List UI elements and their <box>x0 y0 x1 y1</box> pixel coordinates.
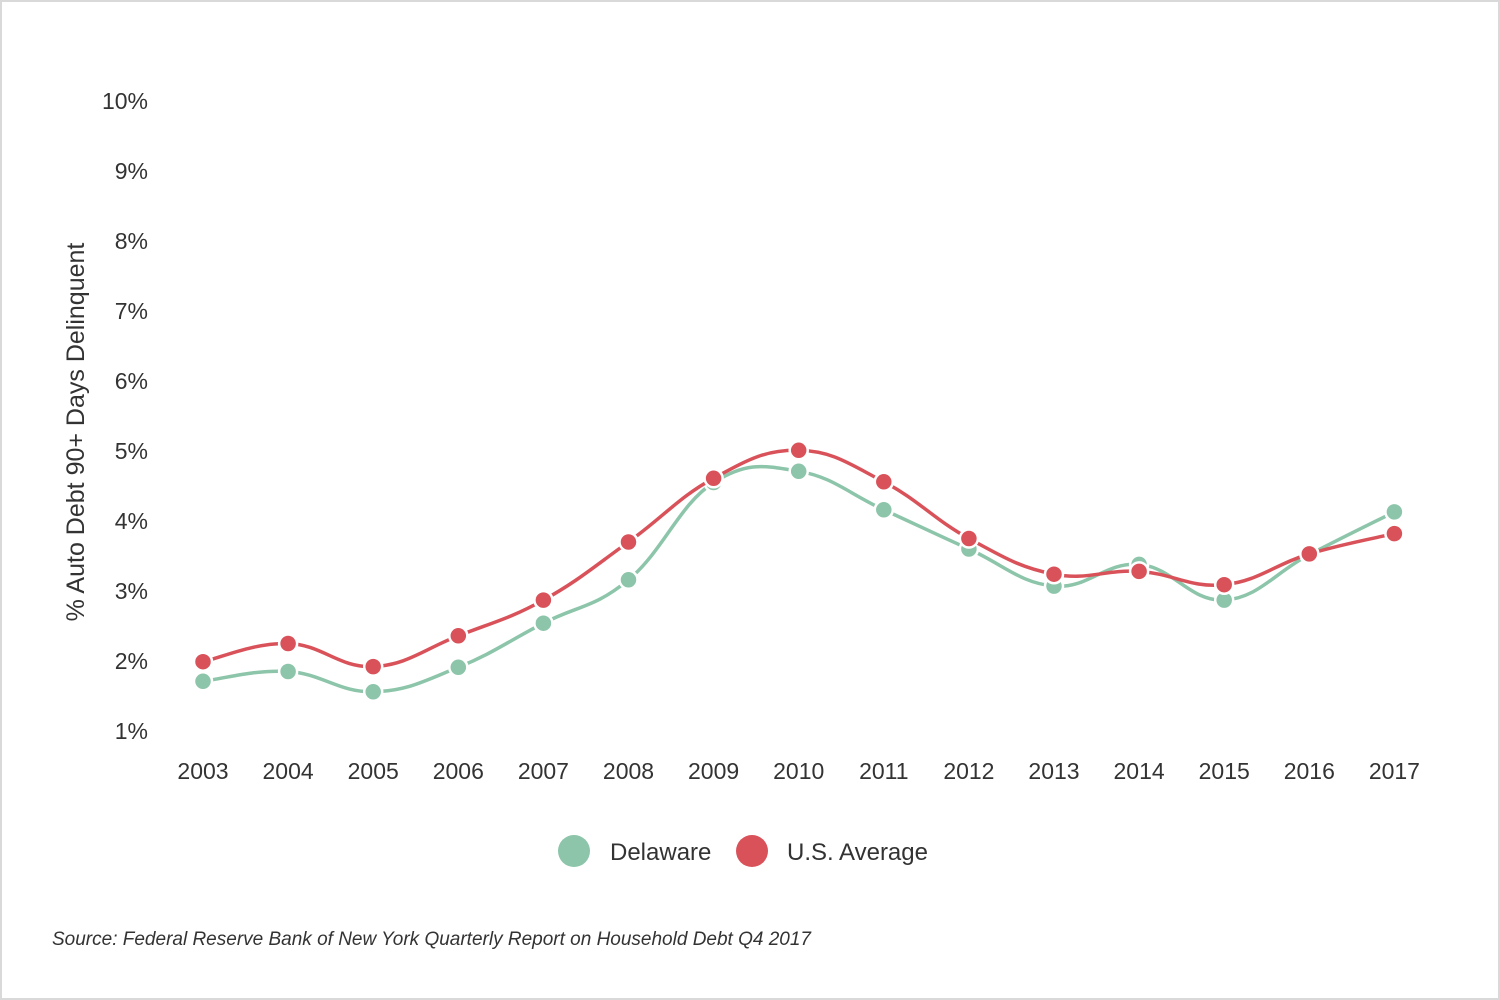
x-tick-label: 2013 <box>1028 758 1079 784</box>
legend-label-us-average: U.S. Average <box>787 839 928 866</box>
x-tick-label: 2009 <box>688 758 739 784</box>
series-u-s-average <box>192 440 1405 677</box>
legend-item-us-average: U.S. Average <box>736 835 928 867</box>
data-point-delaware <box>1384 501 1405 523</box>
data-point-u-s-average <box>1384 523 1405 544</box>
x-tick-label: 2011 <box>859 758 908 784</box>
y-axis-label: % Auto Debt 90+ Days Delinquent <box>62 243 90 622</box>
data-point-u-s-average <box>192 651 214 672</box>
data-point-u-s-average <box>533 589 554 611</box>
data-point-delaware <box>448 657 469 678</box>
data-point-u-s-average <box>788 440 809 461</box>
x-tick-label: 2010 <box>773 758 824 784</box>
x-tick-label: 2008 <box>603 758 654 784</box>
x-tick-label: 2003 <box>177 758 228 784</box>
x-tick-label: 2005 <box>348 758 399 784</box>
x-tick-label: 2006 <box>433 758 484 784</box>
y-tick-label: 9% <box>115 158 148 184</box>
y-tick-label: 2% <box>115 648 148 674</box>
data-point-delaware <box>533 612 554 634</box>
x-tick-label: 2016 <box>1284 758 1335 784</box>
data-point-u-s-average <box>1128 561 1150 582</box>
y-axis-ticks: 1% 2% 3% 4% 5% 6% 7% 8% 9% 10% <box>102 88 148 744</box>
data-point-u-s-average <box>1043 563 1065 585</box>
y-tick-label: 5% <box>115 438 148 464</box>
y-tick-label: 1% <box>115 718 148 744</box>
x-tick-label: 2007 <box>518 758 569 784</box>
x-tick-label: 2017 <box>1369 758 1420 784</box>
x-tick-label: 2015 <box>1199 758 1250 784</box>
data-point-delaware <box>618 569 639 591</box>
data-point-delaware <box>277 661 299 682</box>
series-layer <box>192 440 1405 703</box>
x-tick-label: 2012 <box>943 758 994 784</box>
legend-label-delaware: Delaware <box>610 839 711 866</box>
y-tick-label: 4% <box>115 508 148 534</box>
y-tick-label: 10% <box>102 88 148 114</box>
legend-marker-us-average <box>736 835 768 867</box>
x-tick-label: 2014 <box>1114 758 1165 784</box>
x-tick-label: 2004 <box>263 758 314 784</box>
series-line-u-s-average <box>202 448 1395 669</box>
legend-item-delaware: Delaware <box>558 835 711 867</box>
source-note: Source: Federal Reserve Bank of New York… <box>52 929 811 950</box>
y-tick-label: 6% <box>115 368 148 394</box>
data-point-delaware <box>362 681 384 703</box>
legend-marker-delaware <box>558 835 590 867</box>
x-axis-ticks: 2003 2004 2005 2006 2007 2008 2009 2010 2011 2012… <box>177 758 1420 784</box>
y-tick-label: 8% <box>115 228 148 254</box>
data-point-u-s-average <box>618 531 639 553</box>
data-point-delaware <box>192 671 214 692</box>
data-point-u-s-average <box>703 468 724 489</box>
y-tick-label: 7% <box>115 298 148 324</box>
data-point-u-s-average <box>1299 543 1320 565</box>
legend: Delaware U.S. Average <box>558 835 928 867</box>
data-point-u-s-average <box>1213 574 1235 595</box>
data-point-delaware <box>873 499 895 521</box>
y-tick-label: 3% <box>115 578 148 604</box>
data-point-delaware <box>788 461 809 482</box>
data-point-u-s-average <box>277 633 299 654</box>
data-point-u-s-average <box>873 471 895 493</box>
data-point-u-s-average <box>958 528 980 549</box>
data-point-u-s-average <box>362 656 384 677</box>
data-point-u-s-average <box>448 625 469 647</box>
